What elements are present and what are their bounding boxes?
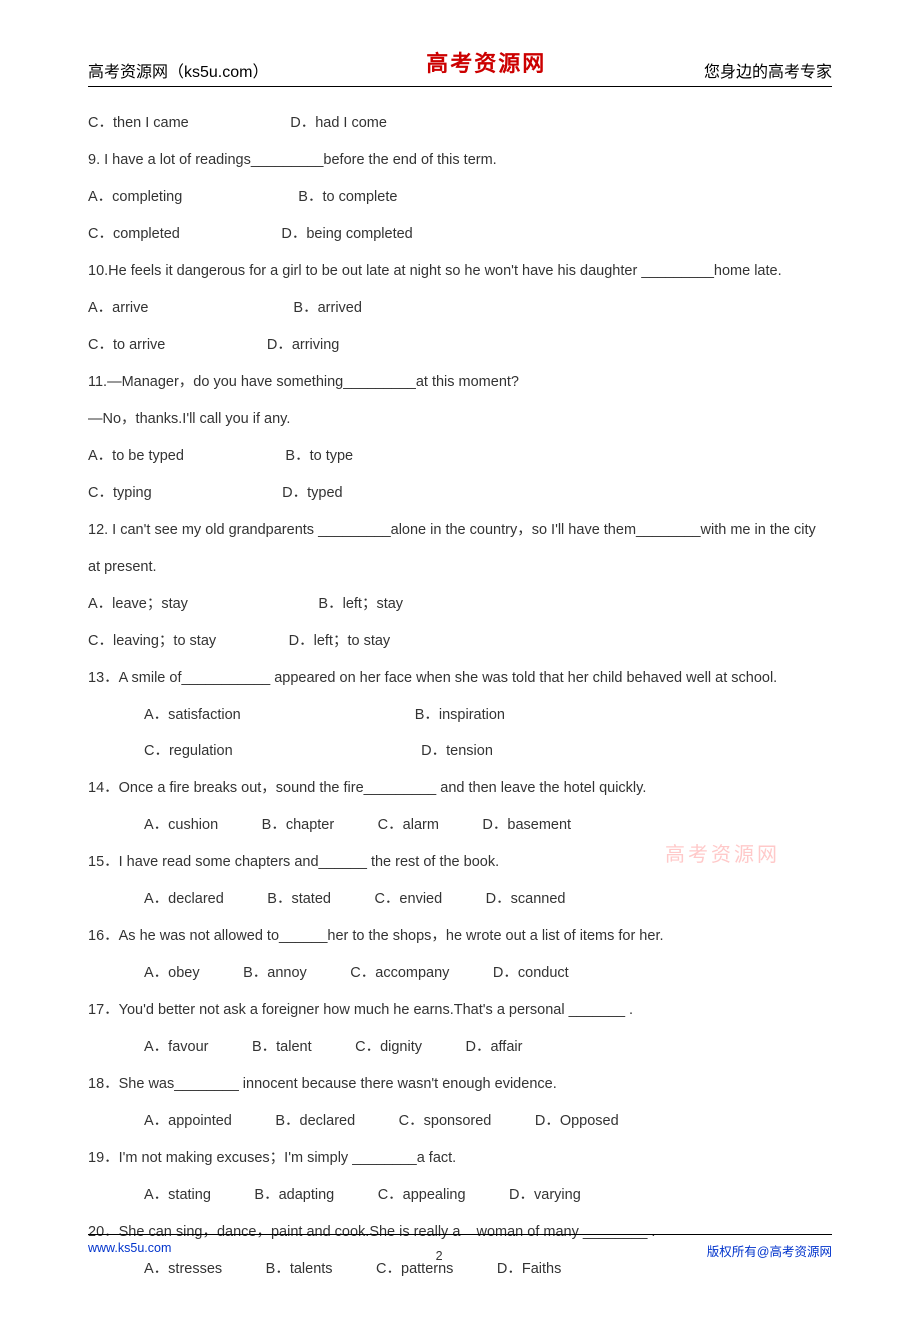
text-line: at present. xyxy=(88,549,832,586)
text-line: C．to arrive D．arriving xyxy=(88,327,832,364)
text-line: C．typing D．typed xyxy=(88,475,832,512)
text-line: 12. I can't see my old grandparents ____… xyxy=(88,512,832,549)
text-line: 19．I'm not making excuses；I'm simply ___… xyxy=(88,1140,832,1177)
page-number: 2 xyxy=(436,1249,443,1263)
text-line: A．declared B．stated C．envied D．scanned xyxy=(88,881,832,918)
text-line: A．arrive B．arrived xyxy=(88,290,832,327)
text-line: 18．She was________ innocent because ther… xyxy=(88,1066,832,1103)
text-line: 14．Once a fire breaks out，sound the fire… xyxy=(88,770,832,807)
footer-url: www.ks5u.com xyxy=(88,1241,171,1255)
text-line: A．leave；stay B．left；stay xyxy=(88,586,832,623)
page-footer: www.ks5u.com 2 版权所有@高考资源网 xyxy=(88,1234,832,1260)
text-line: A．to be typed B．to type xyxy=(88,438,832,475)
text-line: 9. I have a lot of readings_________befo… xyxy=(88,142,832,179)
text-line: A．cushion B．chapter C．alarm D．basement xyxy=(88,807,832,844)
text-line: A．stating B．adapting C．appealing D．varyi… xyxy=(88,1177,832,1214)
text-line: A．appointed B．declared C．sponsored D．Opp… xyxy=(88,1103,832,1140)
text-line: A．satisfaction B．inspiration xyxy=(88,697,832,734)
text-line: C．leaving；to stay D．left；to stay xyxy=(88,623,832,660)
text-line: —No，thanks.I'll call you if any. xyxy=(88,401,832,438)
text-line: A．completing B．to complete xyxy=(88,179,832,216)
text-line: 11.—Manager，do you have something_______… xyxy=(88,364,832,401)
text-line: A．obey B．annoy C．accompany D．conduct xyxy=(88,955,832,992)
text-line: C．then I came D．had I come xyxy=(88,105,832,142)
text-line: 15．I have read some chapters and______ t… xyxy=(88,844,832,881)
text-line: 17．You'd better not ask a foreigner how … xyxy=(88,992,832,1029)
document-body: C．then I came D．had I come9. I have a lo… xyxy=(88,105,832,1288)
footer-copyright: 版权所有@高考资源网 xyxy=(707,1241,832,1260)
text-line: 13．A smile of___________ appeared on her… xyxy=(88,660,832,697)
header-left: 高考资源网（ks5u.com） xyxy=(88,58,268,82)
text-line: C．regulation D．tension xyxy=(88,733,832,770)
text-line: C．completed D．being completed xyxy=(88,216,832,253)
text-line: A．favour B．talent C．dignity D．affair xyxy=(88,1029,832,1066)
text-line: 16．As he was not allowed to______her to … xyxy=(88,918,832,955)
text-line: 10.He feels it dangerous for a girl to b… xyxy=(88,253,832,290)
header-center-logo: 高考资源网 xyxy=(426,46,546,78)
page-header: 高考资源网（ks5u.com） 高考资源网 您身边的高考专家 xyxy=(88,50,832,87)
header-right: 您身边的高考专家 xyxy=(704,58,832,82)
